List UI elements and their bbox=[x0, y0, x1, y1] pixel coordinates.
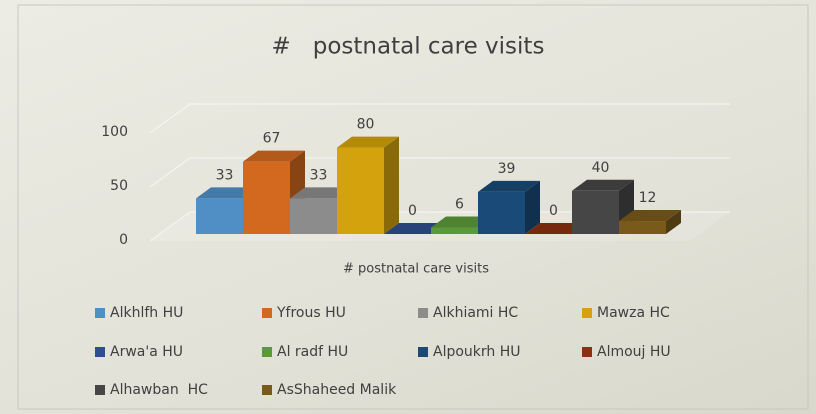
bar-side bbox=[384, 136, 399, 234]
bar-top bbox=[337, 136, 399, 148]
bar-top bbox=[243, 150, 305, 162]
bar bbox=[243, 161, 290, 234]
y-tick-label: 50 bbox=[110, 178, 128, 194]
legend-label: Alhawban HC bbox=[110, 382, 208, 398]
x-axis-label: # postnatal care visits bbox=[343, 262, 489, 277]
y-tick-label: 0 bbox=[119, 232, 128, 248]
y-tick-label: 100 bbox=[101, 124, 128, 140]
legend-swatch bbox=[262, 308, 272, 318]
bar-top bbox=[384, 223, 446, 234]
legend-label: Arwa'a HU bbox=[110, 344, 183, 360]
legend-swatch bbox=[418, 308, 428, 318]
data-label: 80 bbox=[357, 117, 375, 133]
legend-swatch bbox=[582, 347, 592, 357]
bar bbox=[337, 147, 384, 234]
data-label: 0 bbox=[408, 203, 417, 219]
legend-swatch bbox=[582, 308, 592, 318]
legend-label: Alpoukrh HU bbox=[433, 344, 521, 360]
bar-side bbox=[525, 180, 540, 234]
bar bbox=[431, 227, 478, 234]
grid-line bbox=[149, 103, 730, 134]
data-label: 0 bbox=[549, 203, 558, 219]
bar-top bbox=[478, 180, 540, 192]
data-label: 12 bbox=[639, 190, 657, 206]
data-label: 6 bbox=[455, 197, 464, 213]
legend-swatch bbox=[418, 347, 428, 357]
bar bbox=[572, 190, 619, 234]
chart-border bbox=[17, 4, 809, 410]
grid-line bbox=[149, 211, 730, 242]
legend-swatch bbox=[95, 385, 105, 395]
data-label: 39 bbox=[498, 161, 516, 177]
legend-label: Alkhlfh HU bbox=[110, 305, 183, 321]
legend-label: Al radf HU bbox=[277, 344, 348, 360]
data-label: 67 bbox=[263, 131, 281, 147]
legend-label: Almouj HU bbox=[597, 344, 671, 360]
chart-title: # postnatal care visits bbox=[272, 34, 545, 60]
bar-top bbox=[431, 216, 493, 228]
grid-line bbox=[149, 157, 730, 188]
data-label: 33 bbox=[216, 167, 234, 183]
data-label: 40 bbox=[592, 160, 610, 176]
legend-label: AsShaheed Malik bbox=[277, 382, 397, 398]
legend-swatch bbox=[262, 347, 272, 357]
bar bbox=[478, 191, 525, 234]
bar-top bbox=[290, 187, 352, 199]
legend-label: Alkhiami HC bbox=[433, 305, 518, 321]
bar-side bbox=[666, 210, 681, 234]
legend-label: Mawza HC bbox=[597, 305, 670, 321]
bar-top bbox=[619, 210, 681, 222]
legend-swatch bbox=[262, 385, 272, 395]
legend-swatch bbox=[95, 308, 105, 318]
bar-top bbox=[572, 179, 634, 191]
legend-label: Yfrous HU bbox=[276, 305, 346, 321]
bar-top bbox=[525, 223, 587, 234]
bar-top bbox=[196, 187, 258, 199]
bar bbox=[196, 198, 243, 234]
data-label: 33 bbox=[310, 167, 328, 183]
bar bbox=[619, 221, 666, 234]
bar bbox=[290, 198, 337, 234]
legend-swatch bbox=[95, 347, 105, 357]
